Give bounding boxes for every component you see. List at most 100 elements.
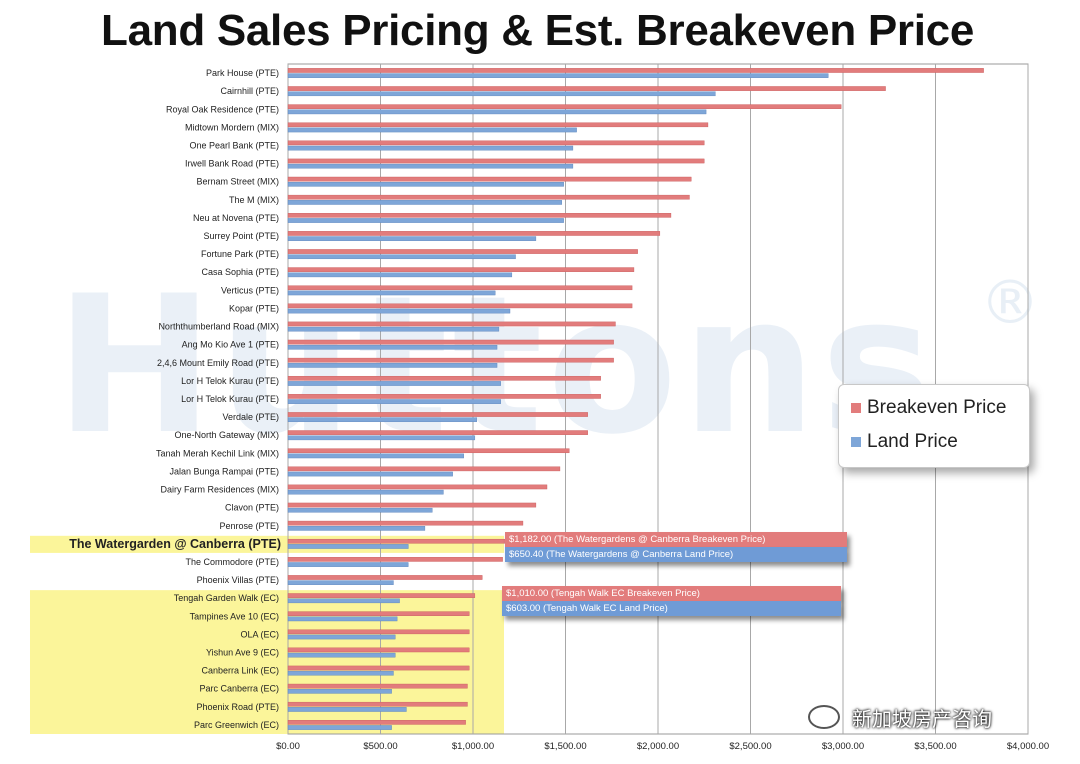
category-label: Canberra Link (EC) xyxy=(201,666,279,676)
category-label: Dairy Farm Residences (MIX) xyxy=(160,485,279,495)
bar-breakeven xyxy=(287,176,692,182)
x-tick-label: $1,500.00 xyxy=(544,741,586,752)
bar-breakeven xyxy=(287,430,588,435)
category-label: Royal Oak Residence (PTE) xyxy=(166,104,279,114)
legend-label-breakeven: Breakeven Price xyxy=(867,397,1007,418)
bar-breakeven xyxy=(287,593,476,598)
bar-land xyxy=(287,616,398,622)
category-label: Surrey Point (PTE) xyxy=(203,231,279,241)
category-label: Tampines Ave 10 (EC) xyxy=(190,611,279,621)
category-label: Ang Mo Kio Ave 1 (PTE) xyxy=(182,340,279,350)
bar-breakeven xyxy=(287,231,661,236)
x-tick-label: $2,500.00 xyxy=(729,741,771,752)
category-label: Midtown Mordern (MIX) xyxy=(185,122,279,132)
legend-swatch-land xyxy=(851,437,861,447)
bar-breakeven xyxy=(287,647,470,653)
bar-breakeven xyxy=(287,448,570,454)
bar-breakeven xyxy=(287,701,468,707)
x-tick-label: $2,000.00 xyxy=(637,741,679,752)
category-label: Neu at Novena (PTE) xyxy=(193,213,279,223)
callout-label: $1,010.00 (Tengah Walk EC Breakeven Pric… xyxy=(502,586,841,602)
category-label: Parc Greenwich (EC) xyxy=(194,720,279,730)
category-label: Norththumberland Road (MIX) xyxy=(158,322,279,332)
bar-land xyxy=(287,236,537,241)
bar-breakeven xyxy=(287,357,614,363)
category-label: Penrose (PTE) xyxy=(219,521,279,531)
bar-breakeven xyxy=(287,720,466,725)
bar-breakeven xyxy=(287,575,483,580)
bar-land xyxy=(287,290,496,296)
category-label: Jalan Bunga Rampai (PTE) xyxy=(169,466,279,476)
chart-title: Land Sales Pricing & Est. Breakeven Pric… xyxy=(101,6,974,55)
callout-label: $603.00 (Tengah Walk EC Land Price) xyxy=(502,601,841,617)
bar-breakeven xyxy=(287,484,548,490)
bar-land xyxy=(287,471,453,477)
bar-breakeven xyxy=(287,394,601,399)
category-label: Kopar (PTE) xyxy=(229,303,279,313)
bar-land xyxy=(287,689,392,694)
bar-breakeven xyxy=(287,412,588,417)
category-label: Yishun Ave 9 (EC) xyxy=(206,648,279,658)
category-label: Tanah Merah Kechil Link (MIX) xyxy=(156,448,279,458)
bar-breakeven xyxy=(287,375,601,381)
category-label: OLA (EC) xyxy=(240,629,279,639)
bar-land xyxy=(287,381,501,386)
category-label: Tengah Garden Walk (EC) xyxy=(174,593,279,603)
bar-land xyxy=(287,526,426,531)
category-label: Parc Canberra (EC) xyxy=(199,684,279,694)
bar-land xyxy=(287,254,516,260)
category-label: Bernam Street (MIX) xyxy=(196,177,279,187)
bar-breakeven xyxy=(287,213,672,218)
bar-land xyxy=(287,707,407,712)
bar-land xyxy=(287,489,444,495)
bar-breakeven xyxy=(287,267,635,272)
bar-land xyxy=(287,417,477,423)
bar-land xyxy=(287,163,574,169)
bar-land xyxy=(287,344,498,350)
bar-land xyxy=(287,544,409,549)
bar-breakeven xyxy=(287,538,507,544)
category-label: Lor H Telok Kurau (PTE) xyxy=(181,394,279,404)
category-label: The Commodore (PTE) xyxy=(185,557,279,567)
bar-land xyxy=(287,399,501,404)
category-label: Casa Sophia (PTE) xyxy=(201,267,279,277)
bar-land xyxy=(287,145,574,151)
bar-breakeven xyxy=(287,683,468,689)
bar-land xyxy=(287,453,464,459)
callout-label: $650.40 (The Watergardens @ Canberra Lan… xyxy=(505,546,847,562)
bar-breakeven xyxy=(287,611,470,616)
footer-watermark: 新加坡房产咨询 xyxy=(808,702,992,732)
bar-land xyxy=(287,218,564,223)
bar-breakeven xyxy=(287,520,524,526)
category-label: The Watergarden @ Canberra (PTE) xyxy=(69,537,281,551)
category-label: Lor H Telok Kurau (PTE) xyxy=(181,376,279,386)
bar-breakeven xyxy=(287,122,709,128)
wechat-logo-icon xyxy=(808,705,840,729)
x-tick-label: $3,000.00 xyxy=(822,741,864,752)
category-label: Clavon (PTE) xyxy=(225,503,279,513)
bar-land xyxy=(287,435,476,441)
bar-breakeven xyxy=(287,665,470,671)
bar-breakeven xyxy=(287,249,638,254)
category-label: One Pearl Bank (PTE) xyxy=(189,140,279,150)
bar-land xyxy=(287,652,396,658)
bar-land xyxy=(287,308,511,314)
category-label: Park House (PTE) xyxy=(206,68,279,78)
bar-breakeven xyxy=(287,629,470,635)
bar-land xyxy=(287,598,400,604)
x-tick-label: $1,000.00 xyxy=(452,741,494,752)
category-label: 2,4,6 Mount Emily Road (PTE) xyxy=(157,358,279,368)
category-label: The M (MIX) xyxy=(229,195,279,205)
bar-land xyxy=(287,109,707,115)
chart-legend: Breakeven Price Land Price xyxy=(838,384,1030,468)
x-tick-label: $0.00 xyxy=(276,741,300,752)
bar-breakeven xyxy=(287,557,503,562)
bar-breakeven xyxy=(287,68,984,73)
bar-breakeven xyxy=(287,104,842,109)
bar-breakeven xyxy=(287,140,705,146)
x-tick-label: $4,000.00 xyxy=(1007,741,1049,752)
bar-land xyxy=(287,363,498,368)
bar-land xyxy=(287,725,392,730)
category-label: Fortune Park (PTE) xyxy=(201,249,279,259)
bar-breakeven xyxy=(287,86,886,91)
